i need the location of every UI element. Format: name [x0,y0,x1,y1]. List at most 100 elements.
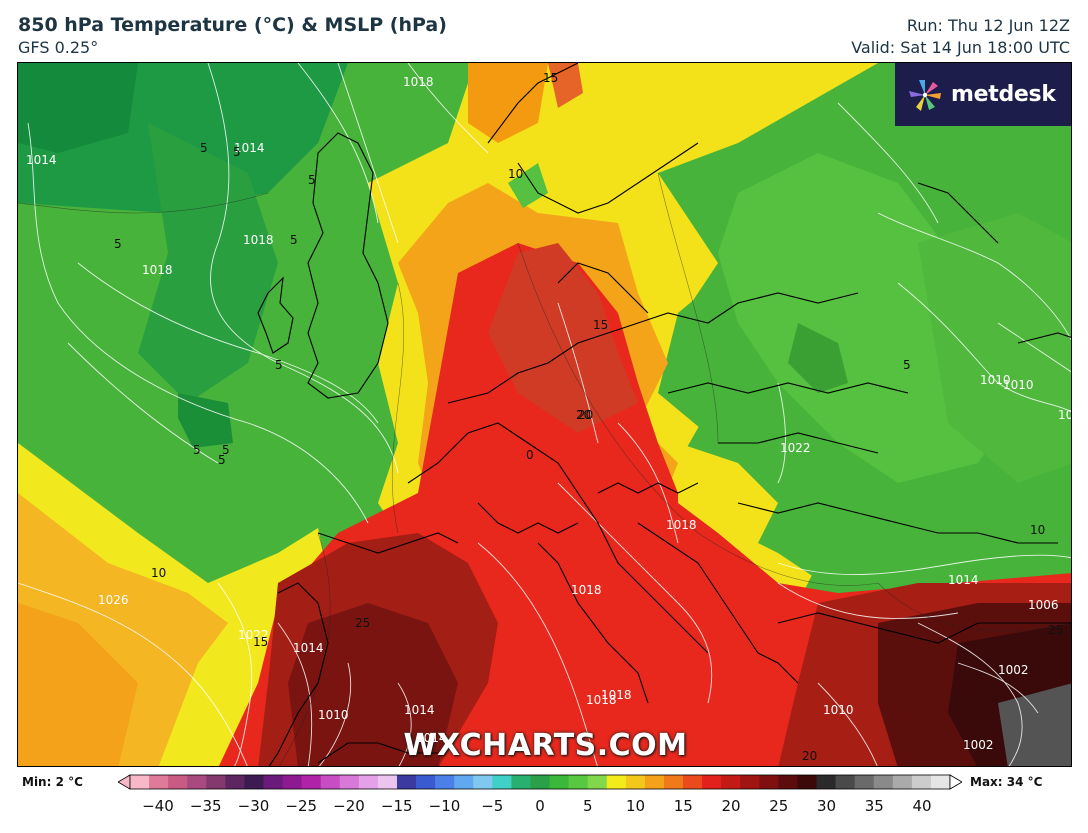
colorbar-tick-label: −5 [481,797,504,815]
isobar-label: 1002 [963,738,994,752]
colorbar-swatch [644,775,665,789]
colorbar-swatch [835,775,856,789]
isobar-label: 1026 [98,593,129,607]
isobar-label: 1010 [1003,378,1034,392]
colorbar-swatch [873,775,894,789]
colorbar-swatch [702,775,722,789]
colorbar-min: Min: 2 °C [22,775,83,789]
colorbar-tick-label: 25 [769,797,789,815]
logo-text: metdesk [951,82,1056,107]
colorbar-swatch [740,775,760,789]
temperature-label: 25 [355,616,371,630]
temperature-label: 5 [114,237,122,251]
isobar-label: 1014 [404,703,435,717]
colorbar-swatch [473,775,493,789]
colorbar-tick-label: 5 [582,797,593,815]
isobar-label: 1010 [318,708,349,722]
temperature-label: 10 [151,566,167,580]
colorbar-swatch [606,775,627,789]
temperature-label: 15 [593,318,609,332]
metdesk-logo: metdesk [895,63,1071,126]
temperature-label: 10 [508,167,524,181]
isobar-label: 1018 [571,583,602,597]
chart-title: 850 hPa Temperature (°C) & MSLP (hPa) [18,14,447,36]
temperature-label: 5 [275,358,283,372]
colorbar-swatch [568,775,589,789]
colorbar-swatch [396,775,417,789]
colorbar-tick-label: 40 [912,797,932,815]
temperature-label: 25 [1048,623,1064,637]
temperature-label: 0 [526,448,534,462]
temperature-label: 15 [543,71,559,85]
temperature-label: 5 [233,145,241,159]
colorbar-tick-label: 30 [816,797,837,815]
colorbar-swatch [320,775,341,789]
colorbar-swatch [301,775,322,789]
colorbar-swatch [530,775,550,789]
isobar-label: 1014 [26,153,57,167]
colorbar-tick-label: −30 [237,797,270,815]
colorbar-swatch [206,775,226,789]
temperature-label: 15 [253,635,269,649]
colorbar-swatch [683,775,703,789]
colorbar-min-arrow [118,774,131,790]
colorbar-swatch [759,775,779,789]
isobar-label: 1018 [601,688,632,702]
colorbar-swatch [816,775,836,789]
colorbar-tick-label: −15 [380,797,413,815]
colorbar-tick-label: −40 [142,797,174,815]
temperature-label: 5 [193,443,201,457]
run-time: Run: Thu 12 Jun 12Z [906,16,1070,35]
temperature-label: 5 [903,358,911,372]
colorbar-swatch [625,775,646,789]
isobar-label: 1018 [243,233,274,247]
colorbar-tick-label: −35 [189,797,222,815]
isobar-label: 1018 [142,263,173,277]
colorbar-ticks: −40 −35 −30 −25 −20 −15 −10 −5 0 5 10 15 20 25 30 35 40 [0,797,1088,819]
temperature-label: 5 [308,173,316,187]
colorbar-swatch [778,775,798,789]
temperature-label: 5 [290,233,298,247]
colorbar-swatch [492,775,512,789]
colorbar-tick-label: −25 [285,797,318,815]
colorbar-swatch [663,775,684,789]
temperature-label: 20 [576,408,592,422]
colorbar-swatch [549,775,570,789]
isobar-label: 1014 [234,141,265,155]
colorbar-swatch [721,775,741,789]
colorbar-swatch [587,775,608,789]
temperature-label: 5 [222,443,230,457]
temperature-label: 5 [218,453,226,467]
isobar-label: 1022 [238,628,269,642]
colorbar-swatch [282,775,303,789]
colorbar-swatch [511,775,531,789]
colorbar-swatch [911,775,932,789]
colorbar-swatch [130,775,150,789]
isobar-label: 1006 [1028,598,1059,612]
isobar-label: 1002 [998,663,1029,677]
colorbar-swatch [149,775,169,789]
temperature-field [18,63,1071,766]
colorbar-tick-label: −20 [333,797,365,815]
colorbar-swatch [892,775,913,789]
isobar-label: 1022 [780,441,811,455]
colorbar-swatch [187,775,207,789]
colorbar-swatch [225,775,245,789]
colorbar-swatch [339,775,360,789]
isobar-label: 1010 [823,703,854,717]
isobar-label: 1018 [586,693,617,707]
pinwheel-icon [909,79,941,111]
map-panel: metdesk WXCHARTS.COM 1014 1018 1014 1018 101… [17,62,1072,767]
colorbar-tick-label: 0 [535,797,545,815]
isobar-label: 1014 [293,641,324,655]
temperature-label: 10 [1030,523,1046,537]
colorbar-max: Max: 34 °C [970,775,1043,789]
colorbar-swatch [263,775,283,789]
model-label: GFS 0.25° [18,38,99,57]
temperature-label: 5 [200,141,208,155]
colorbar-tick-label: 35 [864,797,884,815]
colorbar-swatch [435,775,455,789]
temperature-label: 20 [802,749,818,763]
colorbar-tick-label: 20 [721,797,741,815]
colorbar-swatch [797,775,817,789]
